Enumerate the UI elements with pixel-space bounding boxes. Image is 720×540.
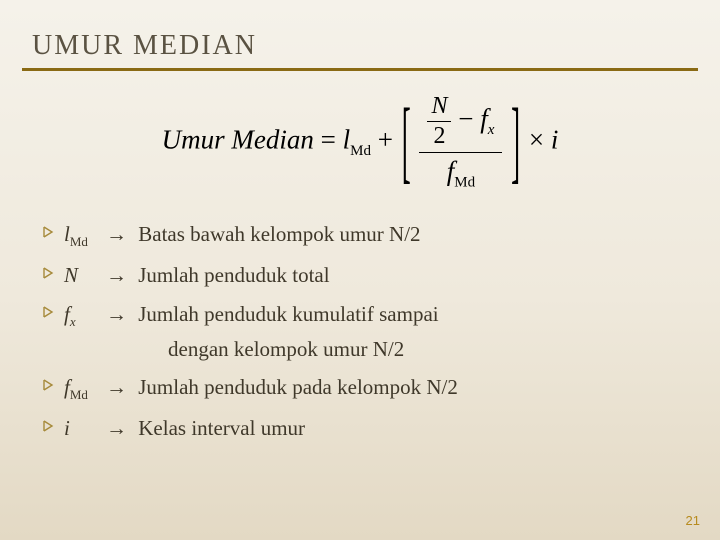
formula-region: Umur Median = lMd + [ N 2 − fx fMd ] × i [0, 93, 720, 191]
bullet-arrow-icon [42, 378, 64, 392]
definition-row: i→ Kelas interval umur [42, 413, 690, 443]
definitions-list: lMd→ Batas bawah kelompok umur N/2N→ Jum… [0, 219, 720, 443]
definition-description: Jumlah penduduk total [133, 263, 330, 287]
definition-text: fMd→ Jumlah penduduk pada kelompok N/2 [64, 372, 458, 405]
fx-base: f [480, 104, 488, 134]
term-lmd-base: l [343, 124, 351, 154]
definition-symbol: lMd [64, 219, 104, 252]
bullet-arrow-icon [42, 225, 64, 239]
definition-text: N→ Jumlah penduduk total [64, 260, 330, 290]
arrow-icon: → [106, 375, 127, 399]
term-i: i [551, 124, 559, 154]
minus-sign: − [458, 104, 473, 134]
bullet-arrow-icon [42, 305, 64, 319]
slide-title: UMUR MEDIAN [0, 30, 720, 68]
plus-sign: + [378, 124, 393, 154]
definition-description: Batas bawah kelompok umur N/2 [133, 222, 421, 246]
n-over-2-num: N [427, 93, 451, 121]
n-over-2-den: 2 [427, 121, 451, 150]
fx-sub: x [488, 122, 495, 138]
definition-row: lMd→ Batas bawah kelompok umur N/2 [42, 219, 690, 252]
definition-text: fx→ Jumlah penduduk kumulatif sampai [64, 299, 439, 332]
definition-row: fx→ Jumlah penduduk kumulatif sampai [42, 299, 690, 332]
definition-symbol: fx [64, 299, 104, 332]
formula-lhs: Umur Median [162, 124, 314, 154]
title-rule [22, 68, 698, 71]
definition-description: Jumlah penduduk kumulatif sampai [133, 302, 439, 326]
median-formula: Umur Median = lMd + [ N 2 − fx fMd ] × i [162, 93, 559, 191]
definition-row: N→ Jumlah penduduk total [42, 260, 690, 290]
bullet-arrow-icon [42, 266, 64, 280]
definition-symbol: fMd [64, 372, 104, 405]
definition-row: fMd→ Jumlah penduduk pada kelompok N/2 [42, 372, 690, 405]
times-sign: × [529, 124, 544, 154]
arrow-icon: → [106, 416, 127, 440]
big-fraction: N 2 − fx fMd [419, 93, 502, 191]
arrow-icon: → [106, 263, 127, 287]
definition-symbol: N [64, 260, 104, 290]
definition-description: Jumlah penduduk pada kelompok N/2 [133, 375, 458, 399]
equals-sign: = [321, 124, 336, 154]
n-over-2: N 2 [427, 93, 451, 150]
bullet-arrow-icon [42, 419, 64, 433]
definition-text: i→ Kelas interval umur [64, 413, 305, 443]
definition-description: Kelas interval umur [133, 416, 305, 440]
arrow-icon: → [106, 302, 127, 326]
arrow-icon: → [106, 222, 127, 246]
definition-text: lMd→ Batas bawah kelompok umur N/2 [64, 219, 421, 252]
definition-symbol: i [64, 413, 104, 443]
page-number: 21 [686, 513, 700, 528]
fmd-sub: Md [454, 174, 475, 190]
definition-continuation: dengan kelompok umur N/2 [42, 334, 690, 364]
term-lmd-sub: Md [350, 143, 371, 159]
